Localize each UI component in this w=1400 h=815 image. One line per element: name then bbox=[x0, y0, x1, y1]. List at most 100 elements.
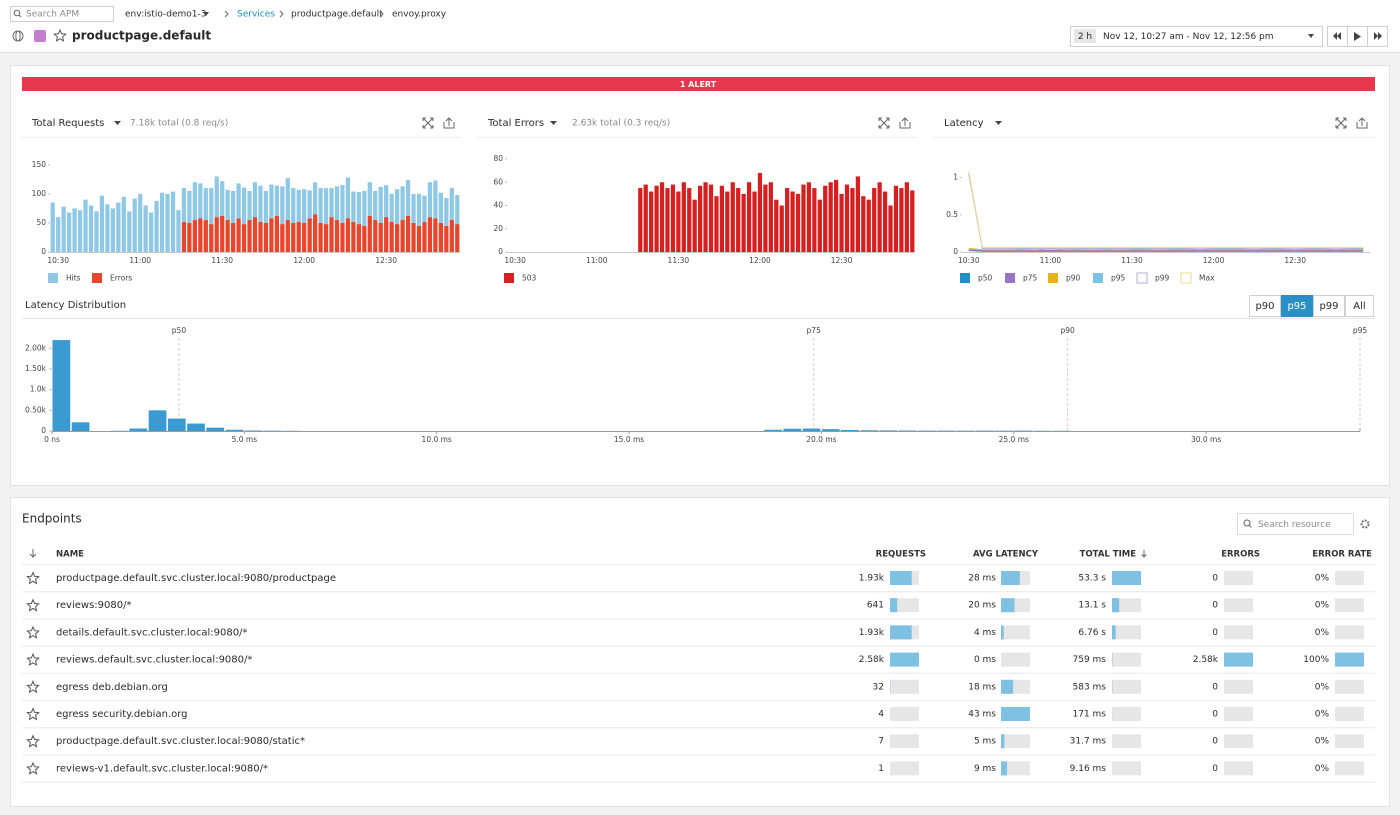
bar bbox=[351, 221, 356, 252]
favorite-star[interactable] bbox=[26, 734, 40, 748]
column-header[interactable]: REQUESTS bbox=[876, 550, 926, 560]
histogram-bar bbox=[821, 429, 840, 431]
percentile-button[interactable] bbox=[1249, 295, 1281, 317]
percentile-button-label[interactable]: p95 bbox=[1287, 301, 1306, 312]
y-tick-label: 0.5 bbox=[946, 210, 958, 219]
latency-line bbox=[968, 173, 1364, 249]
cell-bar-track bbox=[1112, 679, 1141, 694]
endpoint-name[interactable]: egress deb.debian.org bbox=[56, 682, 168, 693]
bar bbox=[373, 190, 378, 221]
sort-icon[interactable] bbox=[29, 549, 37, 558]
bar bbox=[714, 196, 719, 252]
rewind-icon bbox=[1333, 32, 1337, 40]
breadcrumb[interactable]: productpage.default bbox=[291, 10, 383, 20]
cell-bar-track bbox=[1224, 734, 1253, 749]
bar bbox=[61, 206, 66, 252]
endpoint-name[interactable]: reviews:9080/* bbox=[56, 600, 131, 611]
export-icon[interactable] bbox=[899, 117, 911, 129]
percentile-button-label[interactable]: p99 bbox=[1319, 301, 1338, 312]
column-header[interactable]: NAME bbox=[56, 550, 84, 560]
legend-label: Errors bbox=[110, 274, 132, 283]
endpoint-name[interactable]: egress security.debian.org bbox=[56, 709, 188, 720]
endpoint-name[interactable]: productpage.default.svc.cluster.local:90… bbox=[56, 573, 336, 584]
histogram-bar bbox=[802, 428, 821, 431]
favorite-star[interactable] bbox=[26, 707, 40, 721]
legend-label: p99 bbox=[1155, 274, 1170, 283]
column-header[interactable]: ERRORS bbox=[1221, 550, 1260, 560]
bar bbox=[444, 197, 449, 226]
bar bbox=[263, 190, 269, 223]
bar bbox=[351, 191, 356, 222]
alert-bar[interactable] bbox=[22, 77, 1375, 91]
x-tick-label: 12:00 bbox=[293, 256, 315, 265]
column-header[interactable]: TOTAL TIME bbox=[1080, 550, 1137, 560]
favorite-star[interactable] bbox=[53, 28, 67, 42]
endpoint-name[interactable]: reviews.default.svc.cluster.local:9080/* bbox=[56, 655, 252, 666]
y-tick-label: 2.00k bbox=[25, 343, 47, 352]
bar bbox=[823, 185, 828, 252]
favorite-star[interactable] bbox=[26, 598, 40, 612]
breadcrumb-link[interactable]: Services bbox=[237, 10, 275, 20]
percentile-label: p90 bbox=[1060, 326, 1075, 335]
bar bbox=[850, 188, 855, 252]
percentile-button[interactable] bbox=[1345, 295, 1374, 317]
favorite-star[interactable] bbox=[26, 625, 40, 639]
bar bbox=[72, 208, 77, 252]
bar bbox=[307, 218, 312, 252]
bar bbox=[214, 176, 219, 218]
cell-bar bbox=[1001, 761, 1008, 776]
favorite-star[interactable] bbox=[26, 761, 40, 775]
column-header[interactable]: ERROR RATE bbox=[1312, 550, 1372, 560]
bar bbox=[313, 214, 318, 252]
percentile-button-label[interactable]: All bbox=[1353, 301, 1365, 312]
time-picker[interactable] bbox=[1070, 26, 1323, 47]
export-icon[interactable] bbox=[443, 117, 455, 129]
alert-text[interactable]: 1 ALERT bbox=[680, 80, 717, 89]
x-tick-label: 0 ns bbox=[44, 435, 60, 444]
bar bbox=[449, 220, 454, 252]
bar bbox=[94, 211, 99, 252]
search-box[interactable] bbox=[10, 6, 114, 22]
cell-bar bbox=[890, 625, 912, 640]
x-tick-label: 25.0 ms bbox=[999, 435, 1029, 444]
bar bbox=[225, 189, 230, 221]
favorite-star[interactable] bbox=[26, 571, 40, 585]
column-header[interactable]: AVG LATENCY bbox=[973, 550, 1039, 560]
percentile-button-label[interactable]: p90 bbox=[1255, 301, 1274, 312]
resource-search[interactable] bbox=[1237, 513, 1354, 535]
endpoint-name[interactable]: reviews-v1.default.svc.cluster.local:908… bbox=[56, 763, 268, 774]
favorite-star[interactable] bbox=[26, 652, 40, 667]
cell-value: 0 bbox=[1212, 710, 1218, 720]
settings-icon[interactable] bbox=[1360, 519, 1370, 529]
bar bbox=[110, 208, 115, 252]
chart-title[interactable]: Total Errors bbox=[487, 118, 544, 129]
histogram-bar bbox=[167, 418, 186, 431]
percentile-button[interactable] bbox=[1281, 295, 1313, 317]
expand-icon[interactable] bbox=[1335, 117, 1347, 129]
expand-icon[interactable] bbox=[878, 117, 890, 129]
export-icon[interactable] bbox=[1356, 117, 1368, 129]
chart-title[interactable]: Total Requests bbox=[31, 118, 104, 129]
breadcrumb[interactable]: envoy.proxy bbox=[392, 10, 447, 20]
chart-title[interactable]: Latency bbox=[944, 118, 984, 129]
endpoint-name[interactable]: productpage.default.svc.cluster.local:90… bbox=[56, 736, 305, 747]
bar bbox=[132, 198, 137, 252]
histogram-bar bbox=[148, 410, 167, 431]
legend-swatch bbox=[1093, 273, 1103, 283]
endpoints-title: Endpoints bbox=[22, 512, 82, 526]
endpoint-name[interactable]: details.default.svc.cluster.local:9080/* bbox=[56, 627, 247, 638]
bar bbox=[340, 185, 345, 223]
favorite-star[interactable] bbox=[26, 680, 40, 694]
expand-icon[interactable] bbox=[422, 117, 434, 129]
bar bbox=[181, 221, 187, 252]
bar bbox=[263, 222, 269, 252]
bar bbox=[708, 184, 714, 252]
percentile-button[interactable] bbox=[1313, 295, 1345, 317]
environment-selector[interactable]: env:istio-demo1-3 bbox=[125, 10, 206, 20]
x-tick-label: 15.0 ms bbox=[614, 435, 644, 444]
bar bbox=[269, 218, 274, 252]
bar bbox=[236, 218, 241, 252]
y-tick-label: 0 bbox=[498, 247, 503, 256]
cell-bar-track bbox=[1335, 679, 1364, 694]
bar bbox=[280, 186, 285, 225]
